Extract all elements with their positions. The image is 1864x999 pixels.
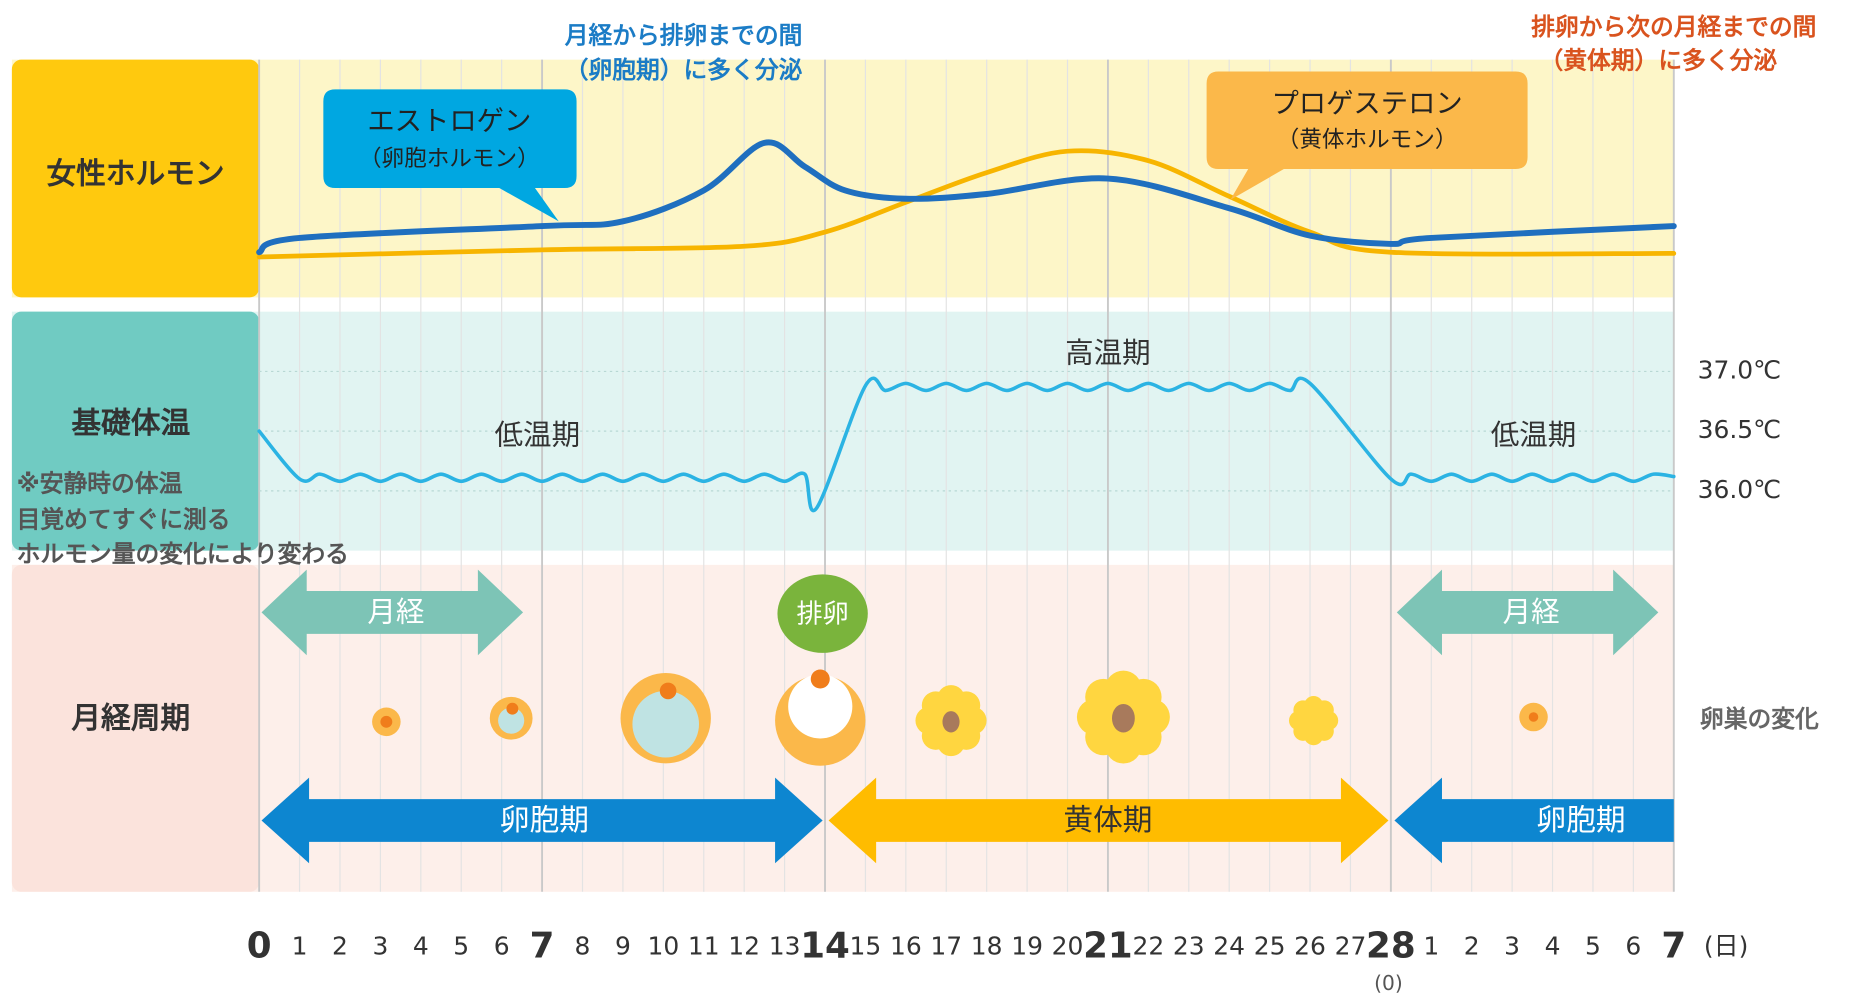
x-tick-label: 9 xyxy=(615,932,631,961)
ovary-icon xyxy=(498,707,525,734)
x-tick-label: 11 xyxy=(688,932,720,961)
x-tick-label: 24 xyxy=(1213,932,1245,961)
y-tick-label: 36.0℃ xyxy=(1698,475,1782,504)
x-tick-label: 3 xyxy=(372,932,388,961)
legend-sublabel: （黄体ホルモン） xyxy=(1277,127,1458,153)
x-tick-label: 14 xyxy=(800,926,850,967)
x-tick-label: 2 xyxy=(1464,932,1480,961)
menstruation-arrow xyxy=(1396,569,1659,656)
series-line xyxy=(256,148,1677,260)
ovary-icon xyxy=(942,711,960,733)
panel-label: 月経周期 xyxy=(71,701,190,736)
x-tick-label: 0 xyxy=(247,926,272,967)
x-tick-label: 28 xyxy=(1366,926,1416,967)
ovary-icon xyxy=(810,669,830,689)
hormone-label-box xyxy=(11,59,260,298)
phase-arrow-label: 卵胞期 xyxy=(500,803,589,838)
ovary-label: 卵巣の変化 xyxy=(1700,705,1819,733)
x-tick-label: 27 xyxy=(1335,932,1367,961)
panel-label: 女性ホルモン xyxy=(46,156,224,191)
temperature-label-box xyxy=(11,311,260,551)
ovary-icon xyxy=(788,674,853,739)
legend-sublabel: （卵胞ホルモン） xyxy=(359,146,540,172)
x-tick-label: 6 xyxy=(1625,932,1641,961)
phase-arrow-label: 卵胞期 xyxy=(1537,803,1626,838)
x-tick-label: 2 xyxy=(332,932,348,961)
x-tick-label: 13 xyxy=(769,932,801,961)
annotation: （卵胞期）に多く分泌 xyxy=(565,56,803,84)
x-tick-label: 16 xyxy=(890,932,922,961)
annotation: 月経から排卵までの間 xyxy=(564,22,803,50)
phase-arrow-label: 黄体期 xyxy=(1063,803,1152,838)
x-tick-label: 8 xyxy=(575,932,591,961)
ovary-icon xyxy=(1111,703,1135,733)
x-tick-label: 21 xyxy=(1083,926,1133,967)
x-sublabel: (0) xyxy=(1374,971,1403,995)
x-tick-label: 23 xyxy=(1173,932,1205,961)
x-tick-label: 7 xyxy=(1661,926,1686,967)
x-tick-label: 4 xyxy=(413,932,429,961)
series-line xyxy=(257,376,1676,513)
legend-label: プロゲステロン xyxy=(1271,88,1462,119)
panel-label: 基礎体温 xyxy=(71,406,190,441)
note: 目覚めてすぐに測る xyxy=(17,505,231,533)
ovary-icon xyxy=(1297,704,1330,737)
x-tick-label: 6 xyxy=(494,932,510,961)
annotation: （黄体期）に多く分泌 xyxy=(1540,47,1778,75)
legend-label: エストロゲン xyxy=(367,106,531,137)
ovary-icon xyxy=(632,690,699,758)
progesterone-callout xyxy=(1206,71,1528,200)
x-tick-label: 5 xyxy=(453,932,469,961)
x-tick-label: 19 xyxy=(1011,932,1043,961)
menstruation-arrow xyxy=(261,569,524,656)
x-tick-label: 1 xyxy=(1423,932,1439,961)
menstruation-label: 月経 xyxy=(367,596,424,629)
x-tick-label: 20 xyxy=(1052,932,1084,961)
x-tick-label: 25 xyxy=(1254,932,1286,961)
follicular-arrow xyxy=(1394,777,1674,864)
x-tick-label: 1 xyxy=(292,932,308,961)
x-tick-label: 4 xyxy=(1545,932,1561,961)
cycle-label-box xyxy=(11,564,260,892)
ovary-icon xyxy=(380,715,393,728)
x-tick-label: 26 xyxy=(1294,932,1326,961)
ovulation-badge xyxy=(777,574,868,653)
estrogen-callout xyxy=(323,89,577,222)
lines xyxy=(256,139,1677,513)
follicular-arrow xyxy=(261,777,823,864)
ovary-icon xyxy=(659,682,677,700)
series-line xyxy=(256,139,1677,256)
x-tick-label: 15 xyxy=(850,932,882,961)
y-tick-label: 37.0℃ xyxy=(1698,355,1782,384)
luteal-arrow xyxy=(828,777,1389,864)
x-tick-label: 3 xyxy=(1504,932,1520,961)
corpus-luteum-icons xyxy=(915,670,1339,764)
x-tick-label: 17 xyxy=(930,932,962,961)
x-unit: (日) xyxy=(1704,932,1748,961)
ovary-icons xyxy=(372,669,1548,766)
ovulation-label: 排卵 xyxy=(796,599,848,629)
x-axis: 0 1 2 3 4 5 6 7 8 9 10 11 12 13 14 15 16 17 18 19 20 21 22 23 24… xyxy=(247,355,1781,966)
x-tick-label: 22 xyxy=(1132,932,1164,961)
phase-label: 高温期 xyxy=(1065,336,1151,369)
x-tick-label: 5 xyxy=(1585,932,1601,961)
note: ※安静時の体温 xyxy=(17,470,183,498)
ovary-icon xyxy=(1528,712,1539,722)
note: ホルモン量の変化により変わる xyxy=(17,540,349,568)
phase-label: 低温期 xyxy=(1491,418,1577,451)
ovary-icon xyxy=(506,702,519,715)
x-tick-label: 18 xyxy=(971,932,1003,961)
x-tick-label: 12 xyxy=(728,932,760,961)
menstruation-label: 月経 xyxy=(1503,596,1560,629)
y-tick-label: 36.5℃ xyxy=(1698,415,1782,444)
annotation: 排卵から次の月経までの間 xyxy=(1531,13,1816,41)
x-tick-label: 7 xyxy=(530,926,555,967)
x-tick-label: 10 xyxy=(647,932,679,961)
phase-label: 低温期 xyxy=(495,418,581,451)
